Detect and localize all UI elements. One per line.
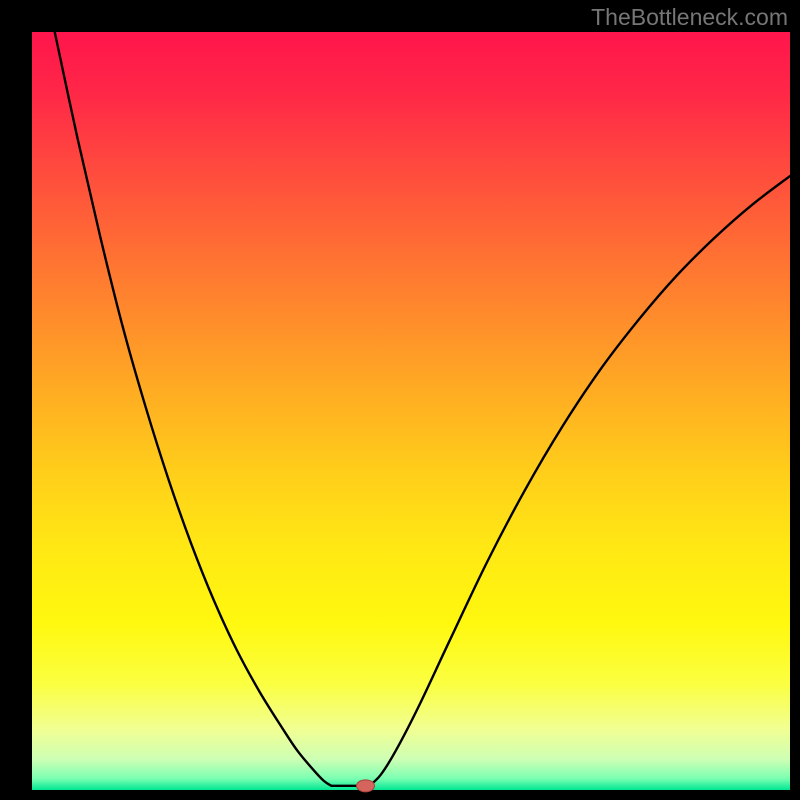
chart-container: TheBottleneck.com: [0, 0, 800, 800]
bottleneck-chart: [0, 0, 800, 800]
watermark-label: TheBottleneck.com: [591, 4, 788, 31]
optimum-marker: [357, 780, 375, 792]
